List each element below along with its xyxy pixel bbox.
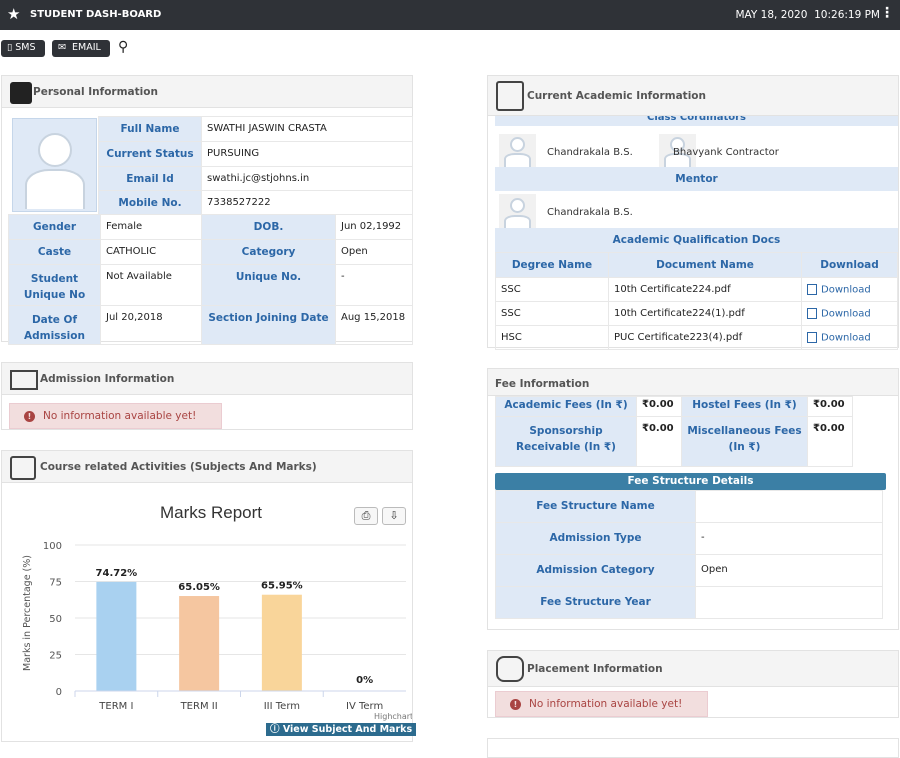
x-tick-label: TERM II bbox=[180, 701, 218, 712]
personal-detail-table: Gender Female DOB. Jun 02,1992 Caste CATHOLI… bbox=[8, 214, 413, 345]
y-tick-label: 75 bbox=[49, 578, 62, 589]
printer-icon: ⎙ bbox=[361, 509, 371, 522]
chart-title: Marks Report bbox=[160, 503, 262, 522]
pdf-icon bbox=[807, 332, 817, 343]
panel-header: Fee Information bbox=[488, 369, 898, 396]
docs-header-row: Degree Name Document Name Download bbox=[495, 252, 898, 278]
admission-alert: ! No information available yet! bbox=[9, 403, 222, 429]
course-panel: Course related Activities (Subjects And … bbox=[1, 450, 413, 742]
docs-label: Academic Qualification Docs bbox=[495, 228, 898, 252]
datetime: MAY 18, 2020 10:26:19 PM bbox=[735, 9, 880, 21]
coordinator-name: Bhavyank Contractor bbox=[673, 147, 779, 158]
student-photo bbox=[12, 118, 97, 212]
x-tick-label: III Term bbox=[264, 701, 300, 712]
info-icon: ⓘ bbox=[270, 724, 280, 735]
y-tick-label: 100 bbox=[43, 541, 62, 552]
download-chart-button[interactable]: ⇩ bbox=[382, 507, 406, 525]
panel-header: Personal Information bbox=[2, 76, 412, 108]
pdf-icon bbox=[807, 308, 817, 319]
admission-panel: Admission Information ! No information av… bbox=[1, 362, 413, 430]
download-link[interactable]: Download bbox=[801, 277, 898, 302]
table-row: SSC 10th Certificate224(1).pdf Download bbox=[495, 301, 898, 326]
y-tick-label: 50 bbox=[49, 614, 62, 625]
table-row: SSC 10th Certificate224.pdf Download bbox=[495, 277, 898, 302]
panel-title: Course related Activities (Subjects And … bbox=[40, 461, 317, 473]
phone-icon: ▯ bbox=[7, 42, 13, 53]
view-subject-marks-button[interactable]: ⓘ View Subject And Marks bbox=[266, 723, 417, 736]
desk-icon bbox=[10, 370, 38, 390]
download-icon: ⇩ bbox=[389, 509, 399, 522]
top-bar: ★ STUDENT DASH-BOARD MAY 18, 2020 10:26:… bbox=[0, 0, 900, 30]
star-icon[interactable]: ★ bbox=[7, 5, 21, 23]
y-tick-label: 25 bbox=[49, 651, 62, 662]
search-icon[interactable]: ⚲ bbox=[118, 39, 129, 55]
panel-header: Course related Activities (Subjects And … bbox=[2, 451, 412, 483]
data-label: 65.95% bbox=[261, 581, 303, 592]
plot-area: 100 75 50 25 0 74.72% TERM I 65.05% TERM II 65.95… bbox=[43, 541, 406, 712]
download-link[interactable]: Download bbox=[801, 325, 898, 350]
panel-title: Personal Information bbox=[33, 86, 158, 98]
bar bbox=[261, 594, 302, 691]
email-button[interactable]: ✉ EMAIL bbox=[52, 40, 110, 57]
chart-credit: Highcharts.com bbox=[374, 712, 412, 721]
coordinator-avatar bbox=[659, 134, 696, 168]
panel-title: Fee Information bbox=[495, 378, 590, 390]
pdf-icon bbox=[807, 284, 817, 295]
panel-title: Admission Information bbox=[40, 373, 175, 385]
meeting-icon bbox=[496, 656, 524, 682]
y-tick-label: 0 bbox=[56, 687, 62, 698]
docs-table: Degree Name Document Name Download SSC 10… bbox=[495, 252, 898, 350]
info-icon: ! bbox=[24, 411, 35, 422]
data-label: 74.72% bbox=[96, 568, 138, 579]
envelope-icon: ✉ bbox=[58, 42, 66, 53]
table-row: HSC PUC Certificate223(4).pdf Download bbox=[495, 325, 898, 350]
marks-chart: Marks Report Marks in Percentage (%) Hig… bbox=[22, 503, 412, 721]
x-tick-label: IV Term bbox=[346, 701, 383, 712]
panel-title: Current Academic Information bbox=[527, 90, 706, 102]
personal-info-panel: Personal Information Full Name SWATHI JAS… bbox=[1, 75, 413, 345]
download-link[interactable]: Download bbox=[801, 301, 898, 326]
coordinator-avatar bbox=[499, 134, 536, 168]
placement-panel: Placement Information ! No information av… bbox=[487, 650, 899, 718]
sms-button[interactable]: ▯ SMS bbox=[1, 40, 45, 57]
fee-structure-table: Fee Structure Name Admission Type - Admis… bbox=[495, 490, 883, 619]
app-title: STUDENT DASH-BOARD bbox=[30, 9, 162, 20]
fee-structure-header: Fee Structure Details bbox=[495, 473, 886, 490]
panel-header: Current Academic Information bbox=[488, 76, 898, 116]
panel-header: Placement Information bbox=[488, 651, 898, 687]
coordinators-label: Class Cordinators bbox=[495, 116, 898, 126]
print-chart-button[interactable]: ⎙ bbox=[354, 507, 378, 525]
bar bbox=[179, 596, 220, 691]
mentor-label: Mentor bbox=[495, 167, 898, 191]
x-tick-label: TERM I bbox=[98, 701, 133, 712]
y-axis-label: Marks in Percentage (%) bbox=[22, 555, 33, 671]
panel-title: Placement Information bbox=[527, 663, 663, 675]
panel-header: Admission Information bbox=[2, 363, 412, 395]
more-menu-icon[interactable]: ⋮ bbox=[880, 5, 894, 21]
fee-panel: Fee Information Academic Fees (In ₹) ₹0.0… bbox=[487, 368, 899, 630]
academic-panel: Current Academic Information Class Cordi… bbox=[487, 75, 899, 350]
user-card-icon bbox=[10, 82, 32, 104]
placement-alert: ! No information available yet! bbox=[495, 691, 708, 717]
data-label: 0% bbox=[356, 675, 373, 686]
fee-amount-table: Academic Fees (In ₹) ₹0.00 Hostel Fees (In… bbox=[495, 396, 853, 467]
next-panel bbox=[487, 738, 899, 758]
presentation-chart-icon bbox=[10, 456, 36, 480]
coordinator-name: Chandrakala B.S. bbox=[547, 147, 633, 158]
personal-top-table: Full Name SWATHI JASWIN CRASTA Current St… bbox=[98, 116, 413, 215]
info-icon: ! bbox=[510, 699, 521, 710]
mentor-name: Chandrakala B.S. bbox=[547, 207, 633, 218]
classroom-icon bbox=[496, 81, 524, 111]
bar bbox=[96, 581, 137, 691]
data-label: 65.05% bbox=[178, 582, 220, 593]
mentor-avatar bbox=[499, 194, 536, 230]
